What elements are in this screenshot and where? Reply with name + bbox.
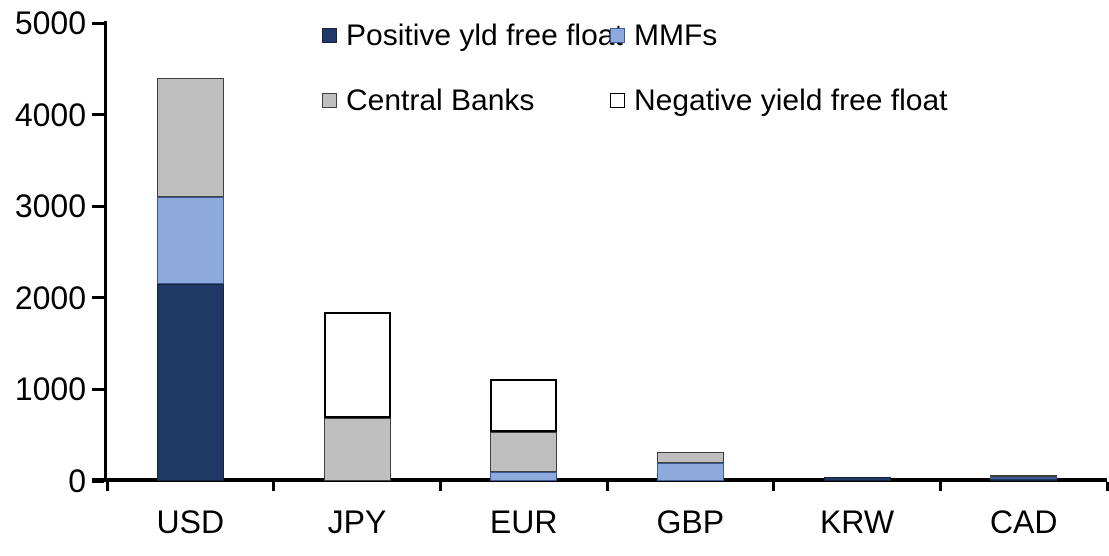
bar-segment-mmfs-eur: [490, 471, 558, 481]
y-axis-tick-label: 4000: [14, 96, 86, 133]
legend-item-central-banks: Central Banks: [322, 83, 610, 118]
bar-segment-central-banks-eur: [490, 431, 558, 472]
bar-segment-negative-yield-free-float-jpy: [323, 312, 391, 418]
legend-swatch-central-banks-icon: [322, 93, 337, 108]
bar-segment-negative-yield-free-float-eur: [490, 379, 558, 432]
bar-segment-positive-yld-free-float-krw: [823, 477, 891, 481]
y-axis-tick-label: 3000: [14, 188, 86, 225]
legend-swatch-negative-yield-free-float-icon: [610, 93, 625, 108]
legend-label-positive-yld-free-float: Positive yld free float: [346, 19, 623, 52]
x-axis-tick: [772, 482, 776, 491]
bar-segment-mmfs-usd: [156, 197, 224, 285]
y-axis-tick-label: 2000: [14, 279, 86, 316]
legend-item-mmfs: MMFs: [610, 18, 948, 53]
y-axis-tick-label: 0: [68, 463, 86, 499]
y-axis-line: [104, 21, 107, 482]
x-axis-line: [92, 478, 1107, 482]
y-axis-tick: [92, 21, 104, 25]
legend-label-negative-yield-free-float: Negative yield free float: [634, 84, 948, 117]
y-axis-tick: [92, 387, 104, 391]
legend-label-central-banks: Central Banks: [346, 84, 535, 117]
x-axis-label-gbp: GBP: [656, 504, 725, 540]
bar-segment-central-banks-cad: [990, 474, 1058, 477]
legend-item-negative-yield-free-float: Negative yield free float: [610, 83, 948, 118]
y-axis-tick: [92, 479, 104, 483]
legend-item-positive-yld-free-float: Positive yld free float: [322, 18, 623, 53]
x-axis-label-cad: CAD: [989, 504, 1058, 540]
x-axis-label-eur: EUR: [489, 504, 558, 540]
bar-segment-central-banks-usd: [156, 77, 224, 198]
legend-swatch-mmfs-icon: [610, 28, 625, 43]
bar-segment-positive-yld-free-float-usd: [156, 284, 224, 481]
y-axis-tick: [92, 113, 104, 117]
x-axis-label-krw: KRW: [819, 504, 895, 540]
x-axis-tick: [438, 482, 442, 491]
x-axis-label-jpy: JPY: [327, 504, 387, 540]
y-axis-tick-label: 5000: [14, 5, 86, 41]
y-axis-tick: [92, 296, 104, 300]
x-axis-tick: [605, 482, 609, 491]
bar-segment-mmfs-gbp: [656, 462, 724, 481]
legend-swatch-positive-yld-free-float-icon: [322, 28, 337, 43]
bar-segment-mmfs-cad: [990, 476, 1058, 479]
bar-segment-central-banks-jpy: [323, 417, 391, 481]
x-axis-tick: [105, 482, 109, 491]
x-axis-tick: [1105, 482, 1109, 491]
y-axis-tick: [92, 204, 104, 208]
x-axis-tick: [272, 482, 276, 491]
x-axis-tick: [938, 482, 942, 491]
x-axis-label-usd: USD: [156, 504, 225, 540]
chart-legend: Positive yld free float MMFs Central Banks…: [322, 18, 948, 118]
bar-segment-central-banks-gbp: [656, 451, 724, 463]
legend-label-mmfs: MMFs: [634, 19, 718, 52]
y-axis-tick-label: 1000: [14, 371, 86, 408]
